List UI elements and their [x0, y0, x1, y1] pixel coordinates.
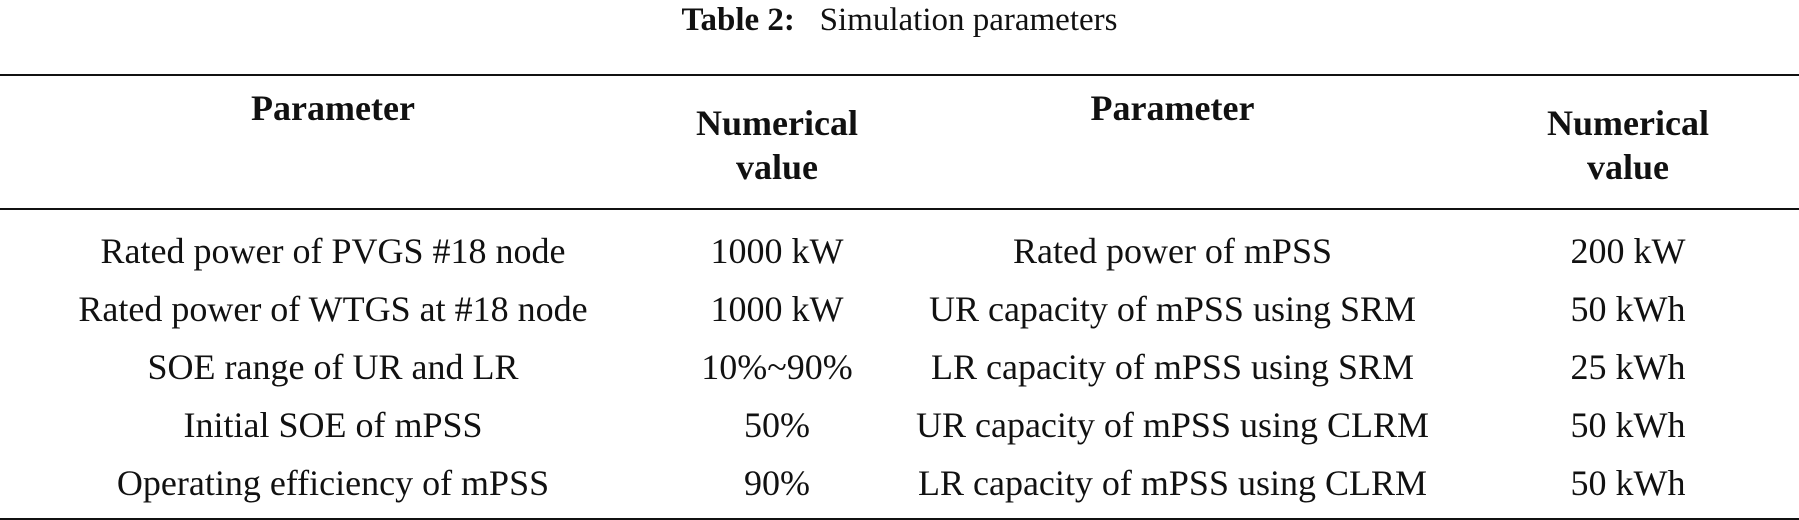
table-cell: 50 kWh — [1570, 289, 1686, 329]
header-value-right-line1: Numerical — [1547, 103, 1709, 143]
header-parameter-left-text: Parameter — [251, 88, 415, 128]
table-cell: UR capacity of mPSS using CLRM — [915, 405, 1430, 445]
table-cell: LR capacity of mPSS using CLRM — [917, 463, 1427, 503]
header-value-left-line1: Numerical — [696, 103, 858, 143]
table-cell: 25 kWh — [1570, 347, 1686, 387]
table-cell: 50 kWh — [1570, 405, 1686, 445]
table-row: Rated power of WTGS at #18 node 1000 kW … — [0, 280, 1799, 338]
header-parameter-right: Parameter — [888, 76, 1457, 208]
table-body: Rated power of PVGS #18 node 1000 kW Rat… — [0, 210, 1799, 518]
table-cell: UR capacity of mPSS using SRM — [928, 289, 1417, 329]
table-header-row: Parameter Numerical value Parameter Nume… — [0, 76, 1799, 210]
table-row: SOE range of UR and LR 10%~90% LR capaci… — [0, 338, 1799, 396]
table-cell: Rated power of PVGS #18 node — [100, 231, 566, 271]
header-parameter-right-text: Parameter — [1090, 88, 1255, 128]
header-value-left-line2: value — [735, 147, 818, 187]
table-row: Rated power of PVGS #18 node 1000 kW Rat… — [0, 222, 1799, 280]
header-parameter-left: Parameter — [0, 76, 666, 208]
table-caption-label: Table 2: — [681, 2, 795, 38]
table-cell: 50 kWh — [1570, 463, 1686, 503]
header-value-right-line2: value — [1586, 147, 1669, 187]
table-row: Operating efficiency of mPSS 90% LR capa… — [0, 454, 1799, 512]
table-cell: Rated power of mPSS — [1013, 231, 1332, 271]
table-cell: 50% — [744, 405, 810, 445]
table-cell: Initial SOE of mPSS — [183, 405, 483, 445]
table-cell: Operating efficiency of mPSS — [116, 463, 550, 503]
table-cell: LR capacity of mPSS using SRM — [930, 347, 1415, 387]
table-cell: SOE range of UR and LR — [147, 347, 519, 387]
table-caption: Table 2: Simulation parameters — [0, 0, 1799, 40]
header-value-right: Numerical value — [1457, 76, 1799, 208]
parameters-table: Parameter Numerical value Parameter Nume… — [0, 74, 1799, 520]
header-value-left: Numerical value — [666, 76, 888, 208]
table-row: Initial SOE of mPSS 50% UR capacity of m… — [0, 396, 1799, 454]
table-cell: 90% — [744, 463, 810, 503]
table-cell: 200 kW — [1570, 231, 1686, 271]
table-cell: 10%~90% — [701, 347, 853, 387]
table-cell: 1000 kW — [710, 231, 844, 271]
table-caption-title: Simulation parameters — [819, 2, 1118, 38]
table-cell: Rated power of WTGS at #18 node — [78, 289, 588, 329]
table-cell: 1000 kW — [710, 289, 844, 329]
